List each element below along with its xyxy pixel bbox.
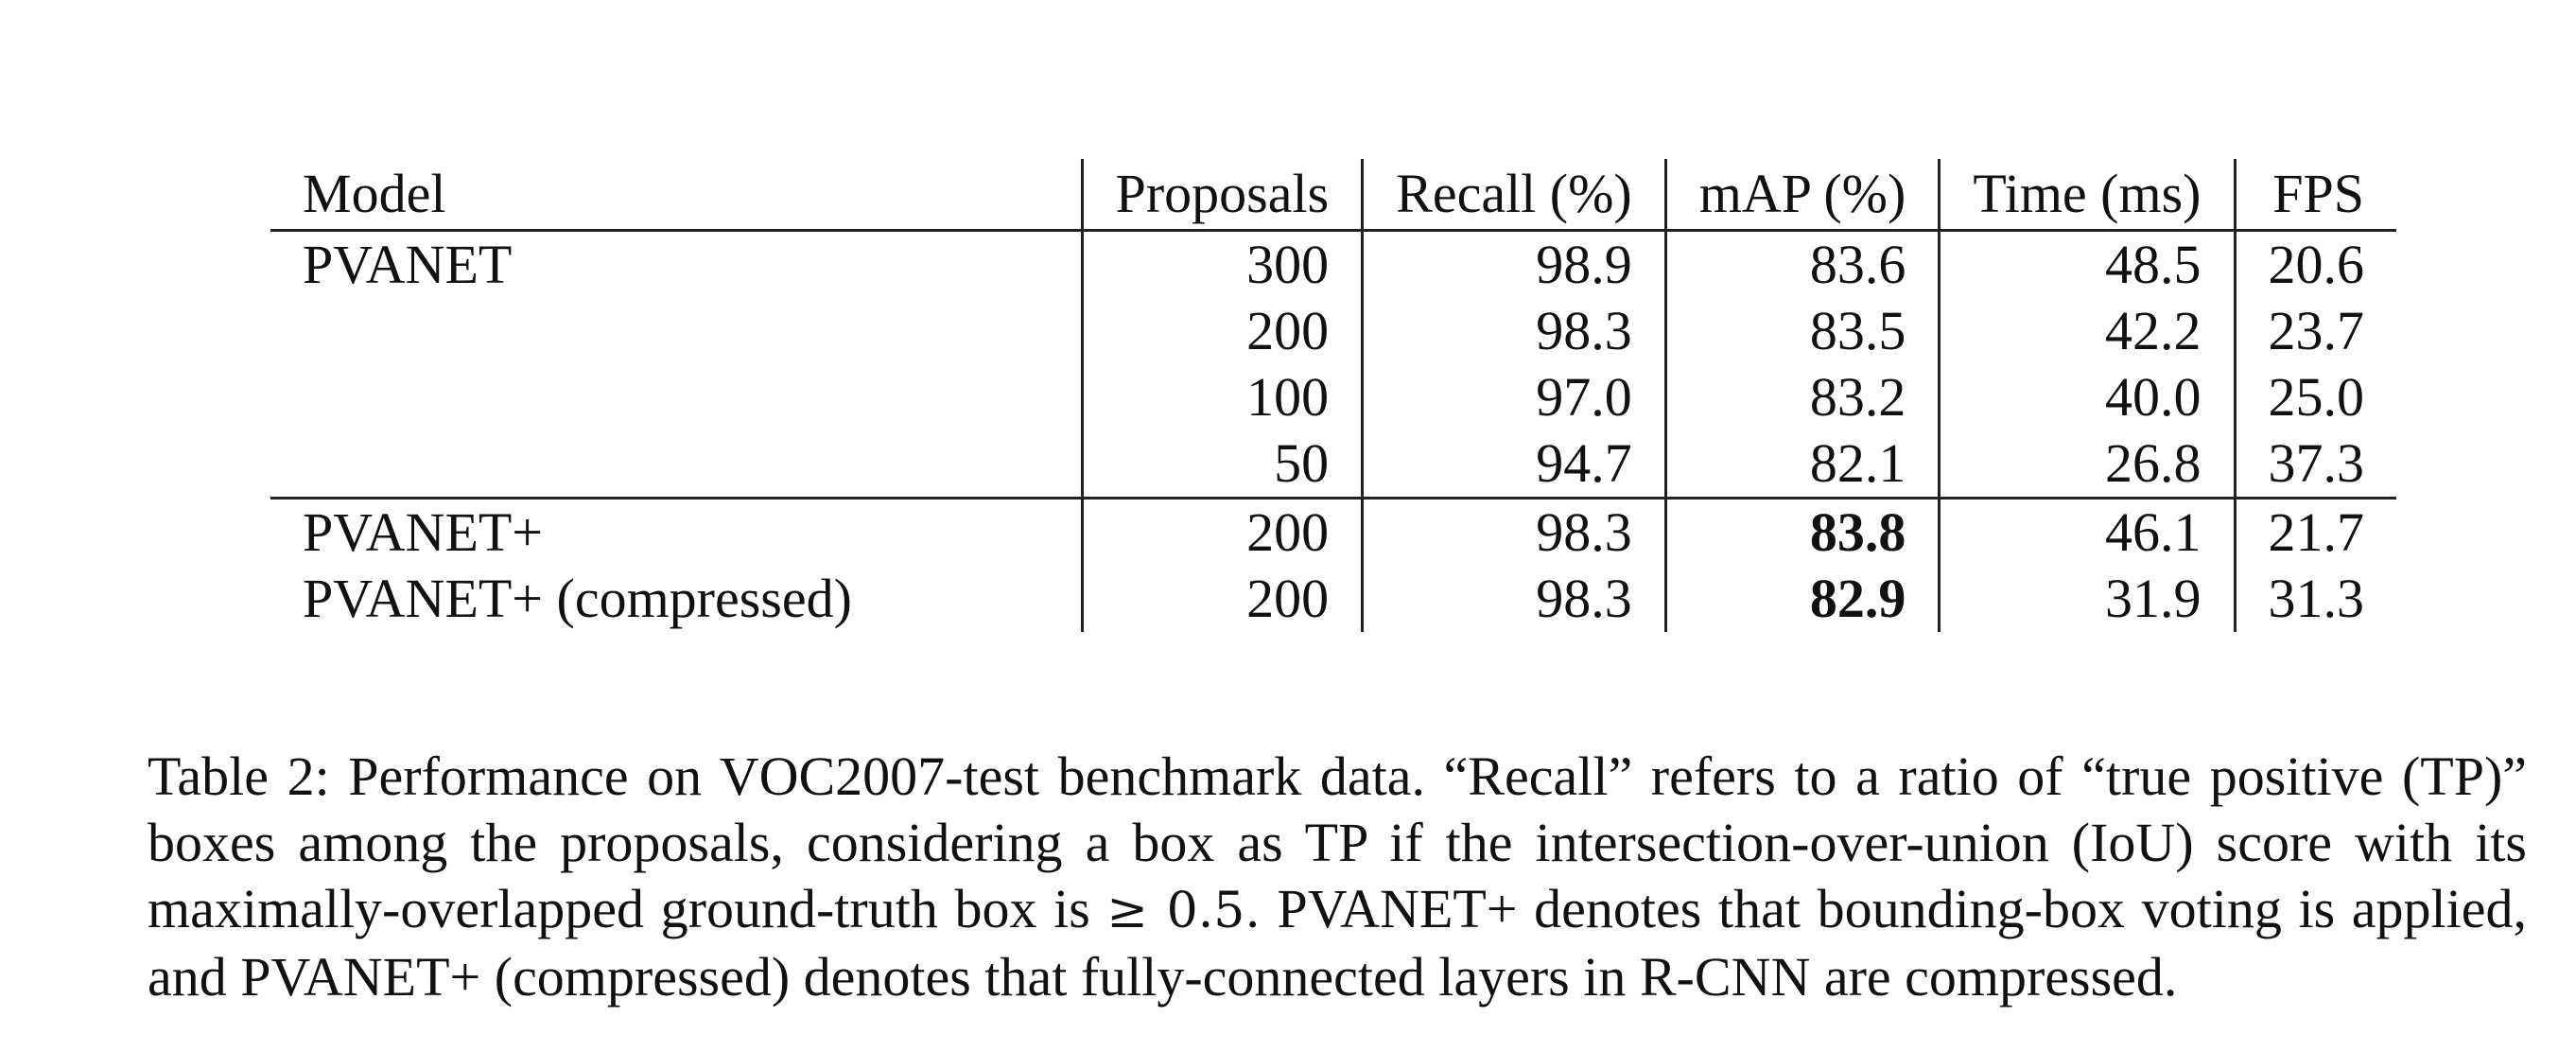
table-row: PVANET+ 200 98.3 83.8 46.1 21.7 bbox=[270, 497, 2396, 566]
cell-map: 83.6 bbox=[1665, 230, 1941, 298]
cell-recall: 97.0 bbox=[1362, 364, 1667, 430]
header-model: Model bbox=[270, 159, 1084, 232]
cell-time: 48.5 bbox=[1939, 230, 2237, 298]
cell-model: PVANET+ (compressed) bbox=[270, 566, 1084, 632]
cell-map-best: 82.9 bbox=[1665, 566, 1941, 632]
caption-text-part2: PVANET+ denotes that bounding-box voting… bbox=[148, 878, 2528, 1008]
cell-map-best: 83.8 bbox=[1665, 497, 1941, 566]
header-row: Model Proposals Recall (%) mAP (%) Time … bbox=[270, 159, 2396, 232]
cell-map: 82.1 bbox=[1665, 430, 1941, 499]
cell-model: PVANET+ bbox=[270, 497, 1084, 566]
header-proposals: Proposals bbox=[1082, 159, 1365, 232]
table-row: PVANET+ (compressed) 200 98.3 82.9 31.9 … bbox=[270, 566, 2396, 632]
table-row: 200 98.3 83.5 42.2 23.7 bbox=[270, 298, 2396, 364]
cell-map: 83.2 bbox=[1665, 364, 1941, 430]
header-time: Time (ms) bbox=[1939, 159, 2237, 232]
cell-fps: 25.0 bbox=[2268, 366, 2365, 428]
cell-proposals: 200 bbox=[1082, 298, 1365, 364]
cell-proposals: 50 bbox=[1082, 430, 1365, 499]
cell-time: 40.0 bbox=[1939, 364, 2237, 430]
cell-recall: 98.3 bbox=[1362, 566, 1667, 632]
cell-time: 26.8 bbox=[1939, 430, 2237, 499]
cell-time: 42.2 bbox=[1939, 298, 2237, 364]
cell-recall: 98.3 bbox=[1362, 298, 1667, 364]
results-table: Model Proposals Recall (%) mAP (%) Time … bbox=[270, 159, 2396, 632]
cell-proposals: 100 bbox=[1082, 364, 1365, 430]
cell-time: 46.1 bbox=[1939, 497, 2237, 566]
caption-math-symbol: ≥ 0.5. bbox=[1106, 883, 1261, 939]
header-fps: FPS bbox=[2235, 159, 2396, 232]
cell-recall: 98.9 bbox=[1362, 230, 1667, 298]
caption-label: Table 2: bbox=[148, 745, 330, 807]
cell-fps: 20.6 bbox=[2268, 234, 2365, 295]
cell-fps: 23.7 bbox=[2268, 300, 2365, 361]
table-row: 50 94.7 82.1 26.8 37.3 bbox=[270, 430, 2396, 499]
cell-fps: 31.3 bbox=[2268, 568, 2365, 629]
table-row: PVANET 300 98.9 83.6 48.5 20.6 bbox=[270, 230, 2396, 298]
cell-model bbox=[270, 430, 1084, 499]
cell-proposals: 200 bbox=[1082, 566, 1365, 632]
caption-text-part1: Performance on VOC2007-test benchmark da… bbox=[148, 745, 2528, 939]
cell-fps: 37.3 bbox=[2268, 432, 2365, 494]
cell-map: 83.5 bbox=[1665, 298, 1941, 364]
cell-fps: 21.7 bbox=[2235, 497, 2396, 566]
cell-model bbox=[270, 364, 1084, 430]
cell-time: 31.9 bbox=[1939, 566, 2237, 632]
table-row: 100 97.0 83.2 40.0 25.0 bbox=[270, 364, 2396, 430]
header-map: mAP (%) bbox=[1665, 159, 1941, 232]
cell-proposals: 200 bbox=[1082, 497, 1365, 566]
cell-recall: 98.3 bbox=[1362, 497, 1667, 566]
cell-proposals: 300 bbox=[1082, 230, 1365, 298]
cell-recall: 94.7 bbox=[1362, 430, 1667, 499]
table-caption: Table 2: Performance on VOC2007-test ben… bbox=[148, 744, 2527, 1010]
header-recall: Recall (%) bbox=[1362, 159, 1667, 232]
cell-model: PVANET bbox=[270, 230, 1084, 298]
cell-model bbox=[270, 298, 1084, 364]
